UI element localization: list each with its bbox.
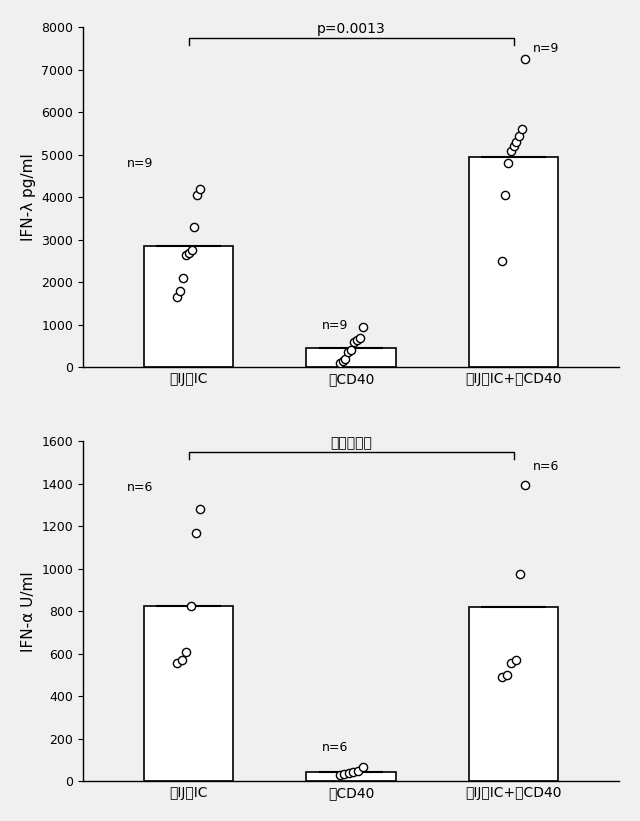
Y-axis label: IFN-λ pg/ml: IFN-λ pg/ml <box>21 154 36 241</box>
Point <box>503 157 513 170</box>
Point <box>515 567 525 580</box>
Point <box>506 657 516 670</box>
Point <box>357 761 367 774</box>
Point <box>500 189 510 202</box>
Text: n=6: n=6 <box>127 481 154 494</box>
Point <box>508 140 518 153</box>
Point <box>175 284 186 297</box>
Point <box>191 526 201 539</box>
Point <box>520 479 530 492</box>
Bar <box>469 157 558 367</box>
Point <box>337 355 348 368</box>
Point <box>352 333 362 346</box>
Point <box>517 122 527 135</box>
Point <box>348 765 358 778</box>
Point <box>497 671 508 684</box>
Point <box>349 335 359 348</box>
Point <box>189 221 200 234</box>
Point <box>186 244 196 257</box>
Bar <box>469 607 558 782</box>
Point <box>514 129 524 142</box>
Point <box>172 291 182 304</box>
Text: p=0.0013: p=0.0013 <box>317 22 385 36</box>
Point <box>335 356 345 369</box>
Point <box>339 768 349 781</box>
Point <box>184 246 194 259</box>
Point <box>506 144 516 157</box>
Point <box>172 657 182 670</box>
Text: 有意でない: 有意でない <box>330 436 372 450</box>
Point <box>195 182 205 195</box>
Point <box>502 668 512 681</box>
Text: n=9: n=9 <box>533 42 559 55</box>
Point <box>344 766 354 779</box>
Bar <box>307 772 396 782</box>
Text: n=6: n=6 <box>533 460 559 473</box>
Point <box>340 352 351 365</box>
Point <box>343 346 353 359</box>
Point <box>353 764 363 777</box>
Point <box>177 654 187 667</box>
Point <box>346 344 356 357</box>
Point <box>520 53 530 66</box>
Y-axis label: IFN-α U/ml: IFN-α U/ml <box>21 571 36 652</box>
Text: n=9: n=9 <box>322 319 348 333</box>
Point <box>511 654 521 667</box>
Text: n=9: n=9 <box>127 157 154 170</box>
Point <box>181 645 191 658</box>
Point <box>511 135 522 149</box>
Text: n=6: n=6 <box>322 741 348 754</box>
Bar <box>144 606 234 782</box>
Point <box>195 502 205 516</box>
Point <box>178 272 188 285</box>
Point <box>192 189 202 202</box>
Bar <box>307 348 396 367</box>
Point <box>186 599 196 612</box>
Point <box>180 248 191 261</box>
Point <box>357 320 367 333</box>
Point <box>335 768 345 782</box>
Point <box>355 331 365 344</box>
Bar <box>144 246 234 367</box>
Point <box>497 255 508 268</box>
